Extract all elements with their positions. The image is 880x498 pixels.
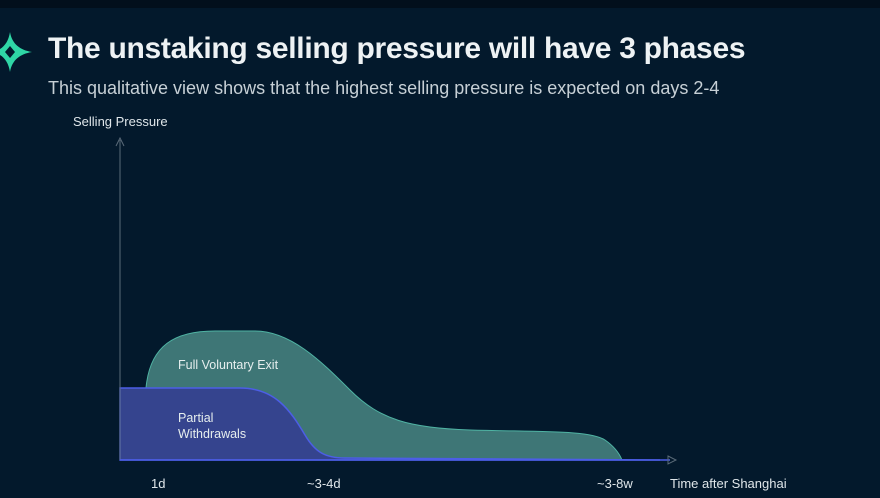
page-title: The unstaking selling pressure will have… [48, 32, 746, 65]
x-tick-label: ~3-8w [597, 476, 633, 491]
series-label-full-voluntary-exit: Full Voluntary Exit [178, 358, 279, 372]
x-axis-label: Time after Shanghai [670, 476, 787, 491]
y-axis-label: Selling Pressure [73, 114, 168, 129]
x-tick-label: 1d [151, 476, 165, 491]
series-label-line: Partial [178, 411, 213, 425]
top-band [0, 0, 880, 8]
series-label-partial-withdrawals: Partial Withdrawals [178, 411, 246, 441]
series-label-line: Withdrawals [178, 427, 246, 441]
x-tick-label: ~3-4d [307, 476, 341, 491]
y-axis-arrow-icon [115, 136, 125, 147]
area-partial-withdrawals [119, 387, 661, 461]
logo-star-icon [0, 32, 32, 72]
page-subtitle: This qualitative view shows that the hig… [48, 78, 720, 98]
x-axis-arrow-icon [667, 455, 678, 465]
